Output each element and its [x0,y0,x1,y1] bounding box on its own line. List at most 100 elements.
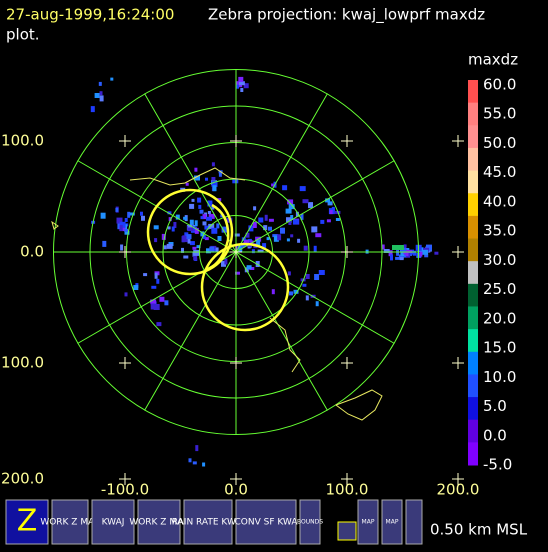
echo [217,236,222,241]
echo [211,180,218,187]
colorbar-label: 5.0 [483,397,507,415]
echo [187,238,191,244]
colorbar-swatch [468,442,478,466]
echo [295,211,299,217]
echo [289,291,293,296]
crosshair [230,473,242,485]
colorbar-label: 15.0 [483,339,516,357]
crosshair [452,246,464,258]
echo [99,95,104,102]
echo [194,175,200,181]
echo [99,91,103,96]
echo [217,198,222,202]
radar-echoes [90,76,439,467]
button-face [51,499,89,545]
echo [390,254,393,261]
echo [288,204,295,210]
toolbar-button[interactable]: WORK Z MAP [40,499,100,545]
echo [206,216,212,221]
echo [257,249,264,253]
echo [211,205,215,210]
echo [191,198,195,202]
colorbar-label: 20.0 [483,309,516,327]
echo [194,220,198,227]
grid-button[interactable] [337,521,357,541]
crosshair [452,135,464,147]
echo [422,249,429,255]
echo [248,225,254,232]
echo [164,300,169,306]
echo [392,245,404,250]
echo [167,226,171,230]
echo [302,199,309,204]
echo [187,226,194,232]
y-axis-label: 0.0 [20,243,44,261]
crosshair [119,473,131,485]
colorbar-swatch [468,238,478,262]
crosshair [119,135,131,147]
echo [300,278,306,282]
echo [168,217,172,222]
echo [212,247,219,252]
echo [280,227,285,234]
echo [129,212,135,216]
echo [292,219,299,225]
echo [216,223,220,229]
echo [197,197,202,203]
toolbar-button[interactable]: RAIN RATE KWAJ [172,499,244,545]
overlay-circle [200,242,290,332]
colorbar-label: 60.0 [483,76,516,94]
echo [175,214,180,220]
echo [314,274,320,280]
toolbar-button[interactable]: WORK Z MAP [129,499,189,545]
echo [290,215,294,220]
colorbar-swatch [468,102,478,126]
echo [221,226,228,233]
echo [396,249,400,256]
echo [395,256,402,260]
x-axis-label: 100.0 [326,481,369,499]
echo [293,289,299,294]
echo [211,162,215,167]
toolbar-button[interactable]: CONV SF KWA [234,499,298,545]
echo [205,177,208,181]
toolbar-button[interactable]: Z [5,499,49,545]
crosshair [341,246,353,258]
echo [426,244,432,251]
colorbar-label: 40.0 [483,192,516,210]
echo [434,251,439,255]
echo [325,198,331,203]
coastline [129,167,246,186]
time-label: 27-aug-1999,16:24:00 [6,6,174,24]
title: Zebra projection: kwaj_lowprf maxdz [208,6,485,25]
colorbar-swatch [468,397,478,421]
button-label: RAIN RATE KWAJ [172,518,244,528]
loop-button[interactable] [405,499,423,545]
overlay-circle [146,188,234,276]
echo [381,244,385,250]
echo [218,170,222,177]
echo [286,238,290,242]
colorbar-label: -5.0 [483,456,512,474]
echo [133,285,139,290]
echo [208,223,215,229]
colorbar-label: 30.0 [483,251,516,269]
toolbar-button[interactable]: MAP [357,499,379,545]
colorbar-swatch [468,80,478,104]
toolbar-button[interactable]: BOUNDS [297,499,323,545]
colorbar-swatch [468,147,478,172]
echo [119,225,123,231]
echo [288,221,292,225]
toolbar-button[interactable]: KWAJ [91,499,135,545]
toolbar-button[interactable]: MAP [381,499,403,545]
x-axis-label: 0.0 [224,481,248,499]
echo [244,240,249,245]
colorbar-swatch [468,329,478,353]
crosshair [341,357,353,369]
button-label: MAP [386,519,399,526]
button-label: BOUNDS [297,519,323,526]
echo [94,93,100,98]
echo [221,260,226,267]
echo [124,218,128,222]
button-label: KWAJ [102,518,125,528]
